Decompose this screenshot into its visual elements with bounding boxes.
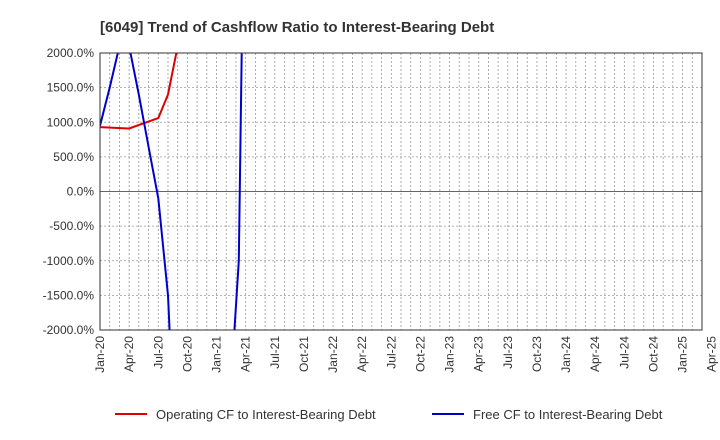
x-tick-label: Apr-23 xyxy=(472,336,486,372)
x-tick-label: Apr-24 xyxy=(588,336,602,372)
x-tick-label: Jan-25 xyxy=(676,336,690,373)
y-tick-label: -1000.0% xyxy=(43,254,95,268)
x-tick-label: Apr-21 xyxy=(239,336,253,372)
y-tick-label: 500.0% xyxy=(53,150,94,164)
x-tick-label: Apr-20 xyxy=(122,336,136,372)
y-tick-label: 1500.0% xyxy=(47,81,95,95)
x-tick-label: Jul-21 xyxy=(268,336,282,369)
x-tick-label: Jan-23 xyxy=(443,336,457,373)
x-tick-label: Apr-25 xyxy=(705,336,719,372)
x-axis-tick-labels: Jan-20 Apr-20 Jul-20 Oct-20 Jan-21 Apr-21 Jul-… xyxy=(93,336,719,373)
series-line-1 xyxy=(100,53,178,130)
x-tick-label: Jan-21 xyxy=(210,336,224,373)
x-tick-label: Oct-20 xyxy=(180,336,194,372)
x-tick-label: Jul-20 xyxy=(151,336,165,369)
y-tick-label: -500.0% xyxy=(49,219,94,233)
x-tick-label: Jan-22 xyxy=(326,336,340,373)
x-tick-label: Apr-22 xyxy=(355,336,369,372)
x-tick-label: Jul-24 xyxy=(617,336,631,369)
legend-label-1: Operating CF to Interest-Bearing Debt xyxy=(156,407,376,422)
y-tick-label: 0.0% xyxy=(67,185,95,199)
legend: Operating CF to Interest-Bearing Debt Fre… xyxy=(115,407,663,422)
x-tick-label: Jan-24 xyxy=(559,336,573,373)
chart-title: [6049] Trend of Cashflow Ratio to Intere… xyxy=(100,19,494,36)
y-tick-label: 2000.0% xyxy=(47,46,95,60)
y-tick-label: 1000.0% xyxy=(47,115,95,129)
grid xyxy=(100,52,702,331)
x-tick-label: Oct-21 xyxy=(297,336,311,372)
x-tick-label: Oct-23 xyxy=(530,336,544,372)
x-tick-label: Oct-24 xyxy=(646,336,660,372)
y-axis-tick-labels: 2000.0% 1500.0% 1000.0% 500.0% 0.0% -500.0% -1… xyxy=(43,46,95,337)
y-tick-label: -1500.0% xyxy=(43,288,95,302)
x-tick-label: Jan-20 xyxy=(93,336,107,373)
x-tick-label: Jul-22 xyxy=(384,336,398,369)
y-tick-label: -2000.0% xyxy=(43,323,95,337)
x-tick-label: Jul-23 xyxy=(501,336,515,369)
legend-label-2: Free CF to Interest-Bearing Debt xyxy=(473,407,663,422)
x-tick-label: Oct-22 xyxy=(413,336,427,372)
plot-frame xyxy=(99,52,703,331)
